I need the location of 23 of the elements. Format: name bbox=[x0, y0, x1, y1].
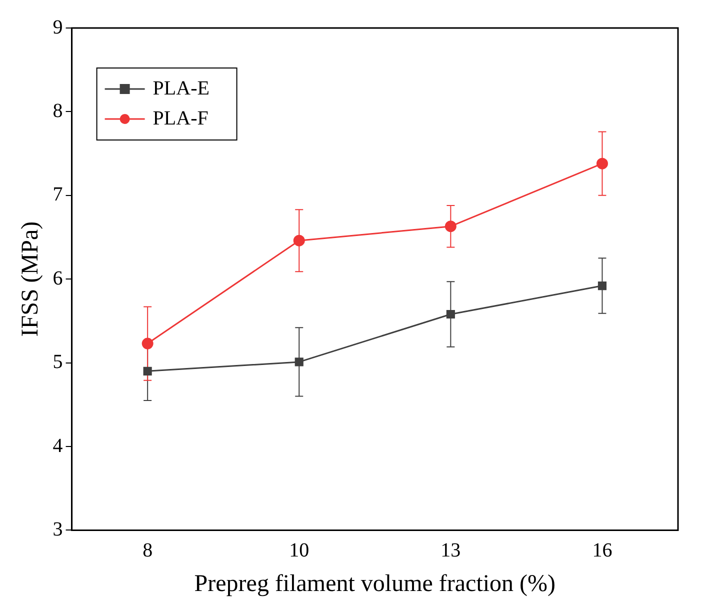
point bbox=[293, 234, 305, 246]
x-tick-label: 16 bbox=[592, 539, 612, 562]
point bbox=[596, 158, 608, 170]
y-tick-label: 6 bbox=[52, 267, 63, 290]
y-tick-label: 5 bbox=[52, 351, 63, 374]
point bbox=[598, 282, 607, 290]
y-tick-label: 9 bbox=[52, 16, 63, 38]
y-tick-label: 8 bbox=[52, 100, 63, 122]
legend-label: PLA-F bbox=[152, 107, 208, 130]
x-tick-label: 10 bbox=[289, 539, 310, 562]
legend-label: PLA-E bbox=[152, 77, 210, 100]
point bbox=[446, 310, 455, 319]
y-tick-label: 3 bbox=[52, 518, 63, 540]
y-tick-label: 4 bbox=[52, 434, 63, 457]
point bbox=[294, 358, 304, 366]
y-axis-title: IFSS (MPa) bbox=[18, 221, 44, 337]
x-tick-label: 13 bbox=[440, 539, 461, 562]
y-tick-label: 7 bbox=[52, 184, 63, 206]
point bbox=[142, 338, 154, 350]
point bbox=[143, 366, 152, 376]
x-tick-label: 8 bbox=[142, 539, 153, 562]
x-axis-title: Prepreg filament volume fraction (%) bbox=[194, 570, 556, 597]
point bbox=[444, 220, 456, 232]
